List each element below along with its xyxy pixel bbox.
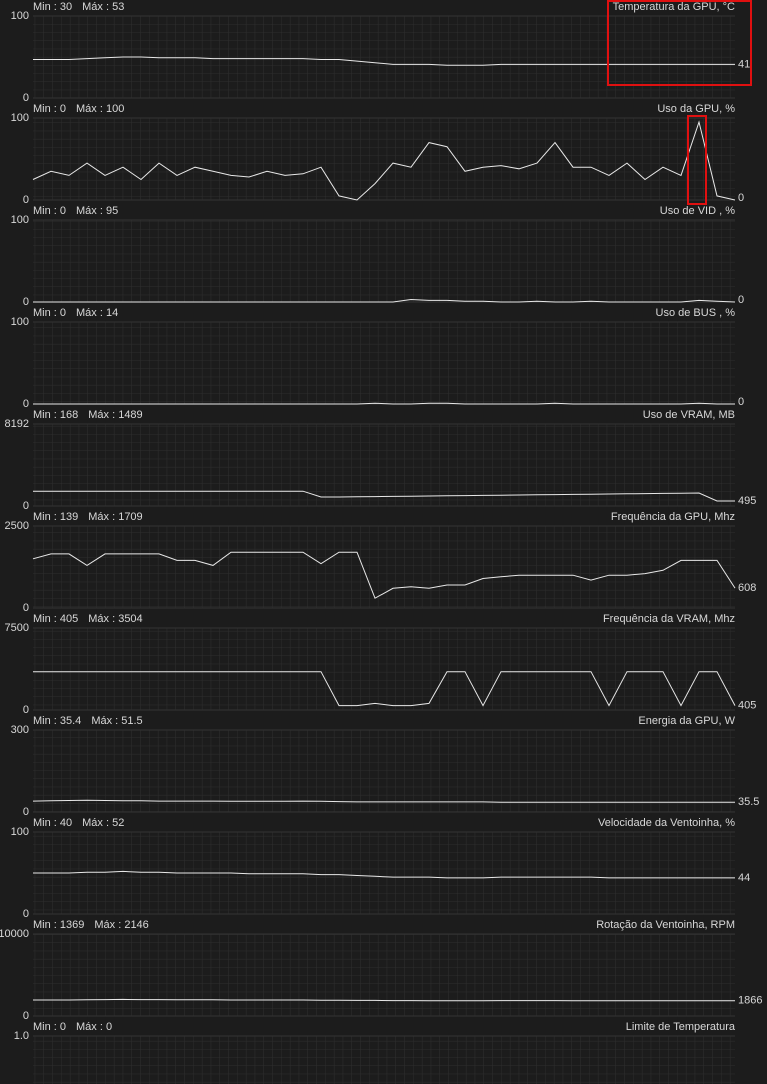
max-label: Máx : 1489 bbox=[88, 409, 142, 421]
highlight-box bbox=[607, 0, 752, 86]
max-label: Máx : 0 bbox=[76, 1021, 112, 1033]
y-tick-label: 0 bbox=[23, 296, 29, 308]
series-line bbox=[32, 551, 736, 599]
y-tick-label: 1.0 bbox=[14, 1030, 29, 1042]
panel-title: Frequência da VRAM, Mhz bbox=[603, 613, 735, 625]
series-line bbox=[32, 120, 736, 201]
current-value: 608 bbox=[738, 582, 756, 594]
stats: Min : 0 Máx : 0 bbox=[33, 1021, 112, 1033]
panel-title: Uso de VRAM, MB bbox=[643, 409, 735, 421]
panel-title: Frequência da GPU, Mhz bbox=[611, 511, 735, 523]
current-value: 1866 bbox=[738, 995, 762, 1007]
current-value: 0 bbox=[738, 396, 744, 408]
series-line bbox=[33, 56, 735, 66]
y-tick-label: 100 bbox=[11, 826, 29, 838]
plot-grid bbox=[33, 322, 735, 404]
plot-grid bbox=[33, 526, 735, 608]
stats: Min : 405 Máx : 3504 bbox=[33, 613, 143, 625]
stats: Min : 0 Máx : 14 bbox=[33, 307, 118, 319]
y-tick-label: 0 bbox=[23, 398, 29, 410]
plot-grid bbox=[33, 1036, 735, 1084]
highlight-box bbox=[687, 115, 707, 205]
y-tick-label: 8192 bbox=[5, 418, 29, 430]
min-label: Min : 0 bbox=[33, 1021, 66, 1033]
min-label: Min : 40 bbox=[33, 817, 72, 829]
y-tick-label: 100 bbox=[11, 316, 29, 328]
current-value: 35.5 bbox=[738, 796, 759, 808]
plot-grid bbox=[33, 628, 735, 710]
panel-title: Uso da GPU, % bbox=[657, 103, 735, 115]
min-label: Min : 405 bbox=[33, 613, 78, 625]
max-label: Máx : 14 bbox=[76, 307, 118, 319]
plot-grid bbox=[33, 832, 735, 914]
max-label: Máx : 53 bbox=[82, 1, 124, 13]
series-line bbox=[33, 490, 735, 502]
y-tick-label: 0 bbox=[23, 92, 29, 104]
panel-title: Uso de VID , % bbox=[660, 205, 735, 217]
y-tick-label: 300 bbox=[11, 724, 29, 736]
current-value: 44 bbox=[738, 872, 750, 884]
y-tick-label: 0 bbox=[23, 602, 29, 614]
y-tick-label: 100 bbox=[11, 10, 29, 22]
max-label: Máx : 95 bbox=[76, 205, 118, 217]
max-label: Máx : 52 bbox=[82, 817, 124, 829]
plot-grid bbox=[33, 118, 735, 200]
y-tick-label: 100 bbox=[11, 214, 29, 226]
series-line bbox=[33, 402, 735, 405]
plot-grid bbox=[33, 424, 735, 506]
min-label: Min : 30 bbox=[33, 1, 72, 13]
max-label: Máx : 1709 bbox=[88, 511, 142, 523]
y-tick-label: 0 bbox=[23, 908, 29, 920]
stats: Min : 35.4 Máx : 51.5 bbox=[33, 715, 143, 727]
series-line bbox=[33, 671, 736, 707]
min-label: Min : 0 bbox=[33, 307, 66, 319]
stats: Min : 0 Máx : 95 bbox=[33, 205, 118, 217]
min-label: Min : 139 bbox=[33, 511, 78, 523]
y-tick-label: 0 bbox=[23, 806, 29, 818]
y-tick-label: 100 bbox=[11, 112, 29, 124]
series-line bbox=[33, 870, 735, 879]
stats: Min : 168 Máx : 1489 bbox=[33, 409, 143, 421]
min-label: Min : 35.4 bbox=[33, 715, 81, 727]
panel-title: Limite de Temperatura bbox=[626, 1021, 736, 1033]
current-value: 0 bbox=[738, 192, 744, 204]
plot-grid bbox=[33, 730, 735, 812]
panel-title: Uso de BUS , % bbox=[656, 307, 736, 319]
max-label: Máx : 3504 bbox=[88, 613, 142, 625]
panel-title: Energia da GPU, W bbox=[638, 715, 735, 727]
y-tick-label: 10000 bbox=[0, 928, 29, 940]
series-line bbox=[33, 298, 736, 303]
current-value: 405 bbox=[738, 699, 756, 711]
y-tick-label: 7500 bbox=[5, 622, 29, 634]
min-label: Min : 0 bbox=[33, 205, 66, 217]
y-tick-label: 2500 bbox=[5, 520, 29, 532]
current-value: 0 bbox=[738, 294, 744, 306]
stats: Min : 0 Máx : 100 bbox=[33, 103, 124, 115]
min-label: Min : 0 bbox=[33, 103, 66, 115]
y-tick-label: 0 bbox=[23, 704, 29, 716]
min-label: Min : 1369 bbox=[33, 919, 84, 931]
stats: Min : 139 Máx : 1709 bbox=[33, 511, 143, 523]
stats: Min : 40 Máx : 52 bbox=[33, 817, 124, 829]
max-label: Máx : 100 bbox=[76, 103, 124, 115]
max-label: Máx : 51.5 bbox=[91, 715, 142, 727]
y-tick-label: 0 bbox=[23, 194, 29, 206]
current-value: 495 bbox=[738, 495, 756, 507]
y-tick-label: 0 bbox=[23, 500, 29, 512]
stats: Min : 30 Máx : 53 bbox=[33, 1, 124, 13]
series-line bbox=[33, 998, 735, 1002]
plot-grid bbox=[33, 934, 735, 1016]
max-label: Máx : 2146 bbox=[94, 919, 148, 931]
stats: Min : 1369 Máx : 2146 bbox=[33, 919, 149, 931]
panel-title: Velocidade da Ventoinha, % bbox=[598, 817, 735, 829]
plot-grid bbox=[33, 220, 735, 302]
min-label: Min : 168 bbox=[33, 409, 78, 421]
panel-title: Rotação da Ventoinha, RPM bbox=[596, 919, 735, 931]
current-value: 41 bbox=[738, 58, 750, 70]
panel-title: Temperatura da GPU, °C bbox=[613, 1, 735, 13]
series-line bbox=[32, 799, 735, 803]
y-tick-label: 0 bbox=[23, 1010, 29, 1022]
